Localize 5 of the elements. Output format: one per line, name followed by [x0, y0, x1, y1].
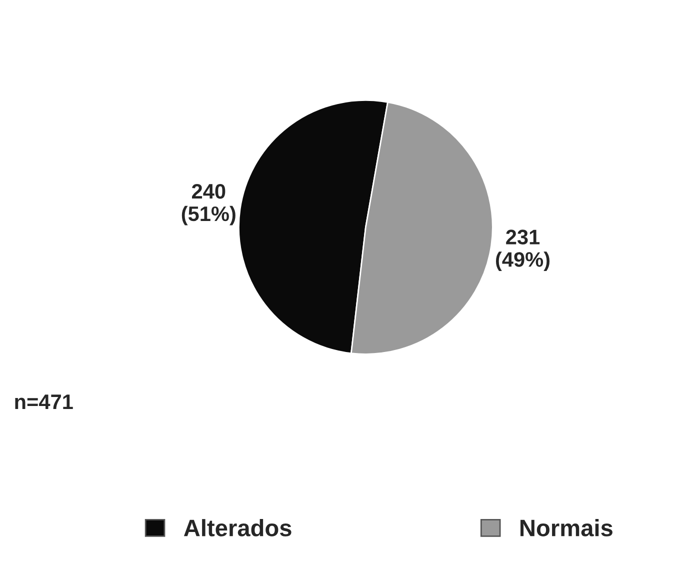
data-label: 240 (51%) [182, 184, 236, 226]
data-label: 231 (49%) [496, 230, 550, 271]
legend-label: Normais [520, 519, 612, 536]
text: n=471 [15, 394, 73, 409]
legend-label: Alterados [184, 519, 292, 536]
